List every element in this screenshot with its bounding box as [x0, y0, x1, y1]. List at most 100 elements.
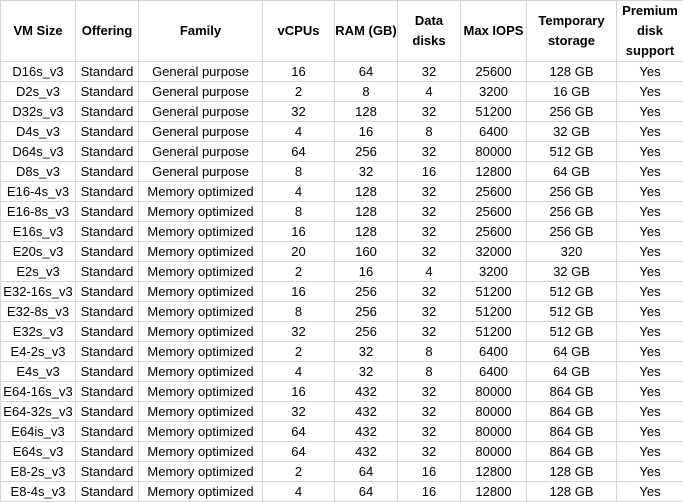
- cell-premium-disk-support[interactable]: Yes: [616, 101, 683, 122]
- cell-family[interactable]: Memory optimized: [138, 241, 263, 262]
- cell-ram[interactable]: 128: [334, 181, 398, 202]
- cell-premium-disk-support[interactable]: Yes: [616, 181, 683, 202]
- cell-temporary-storage[interactable]: 864 GB: [526, 381, 617, 402]
- cell-premium-disk-support[interactable]: Yes: [616, 321, 683, 342]
- cell-vm-size[interactable]: E8-4s_v3: [0, 481, 76, 502]
- cell-ram[interactable]: 256: [334, 321, 398, 342]
- table-row[interactable]: E32-8s_v3 Standard Memory optimized 8 256 32 5…: [0, 301, 683, 322]
- cell-data-disks[interactable]: 4: [397, 261, 461, 282]
- cell-offering[interactable]: Standard: [75, 381, 139, 402]
- cell-max-iops[interactable]: 12800: [460, 461, 527, 482]
- header-ram[interactable]: RAM (GB): [334, 0, 398, 62]
- cell-family[interactable]: Memory optimized: [138, 221, 263, 242]
- cell-data-disks[interactable]: 32: [397, 421, 461, 442]
- header-vm-size[interactable]: VM Size: [0, 0, 76, 62]
- cell-vm-size[interactable]: E8-2s_v3: [0, 461, 76, 482]
- cell-vcpus[interactable]: 16: [262, 61, 335, 82]
- cell-vm-size[interactable]: D16s_v3: [0, 61, 76, 82]
- cell-vcpus[interactable]: 16: [262, 381, 335, 402]
- table-row[interactable]: E64s_v3 Standard Memory optimized 64 432 32 80…: [0, 441, 683, 462]
- cell-ram[interactable]: 64: [334, 481, 398, 502]
- cell-max-iops[interactable]: 80000: [460, 441, 527, 462]
- header-offering[interactable]: Offering: [75, 0, 139, 62]
- cell-max-iops[interactable]: 3200: [460, 81, 527, 102]
- cell-data-disks[interactable]: 32: [397, 301, 461, 322]
- cell-max-iops[interactable]: 25600: [460, 221, 527, 242]
- cell-temporary-storage[interactable]: 256 GB: [526, 221, 617, 242]
- cell-offering[interactable]: Standard: [75, 401, 139, 422]
- cell-ram[interactable]: 128: [334, 101, 398, 122]
- cell-offering[interactable]: Standard: [75, 121, 139, 142]
- cell-max-iops[interactable]: 51200: [460, 281, 527, 302]
- cell-max-iops[interactable]: 51200: [460, 101, 527, 122]
- cell-data-disks[interactable]: 8: [397, 341, 461, 362]
- cell-premium-disk-support[interactable]: Yes: [616, 141, 683, 162]
- cell-family[interactable]: Memory optimized: [138, 461, 263, 482]
- cell-vcpus[interactable]: 2: [262, 461, 335, 482]
- cell-max-iops[interactable]: 6400: [460, 361, 527, 382]
- table-row[interactable]: E16-8s_v3 Standard Memory optimized 8 128 32 2…: [0, 201, 683, 222]
- cell-data-disks[interactable]: 32: [397, 141, 461, 162]
- cell-vm-size[interactable]: E32-8s_v3: [0, 301, 76, 322]
- table-row[interactable]: D32s_v3 Standard General purpose 32 128 32 512…: [0, 101, 683, 122]
- cell-temporary-storage[interactable]: 256 GB: [526, 201, 617, 222]
- cell-max-iops[interactable]: 6400: [460, 121, 527, 142]
- cell-vcpus[interactable]: 4: [262, 121, 335, 142]
- cell-max-iops[interactable]: 80000: [460, 141, 527, 162]
- cell-max-iops[interactable]: 12800: [460, 161, 527, 182]
- table-row[interactable]: E16-4s_v3 Standard Memory optimized 4 128 32 2…: [0, 181, 683, 202]
- cell-vcpus[interactable]: 2: [262, 341, 335, 362]
- cell-vcpus[interactable]: 64: [262, 421, 335, 442]
- cell-offering[interactable]: Standard: [75, 101, 139, 122]
- cell-temporary-storage[interactable]: 128 GB: [526, 481, 617, 502]
- cell-offering[interactable]: Standard: [75, 181, 139, 202]
- cell-family[interactable]: Memory optimized: [138, 421, 263, 442]
- cell-offering[interactable]: Standard: [75, 141, 139, 162]
- cell-offering[interactable]: Standard: [75, 281, 139, 302]
- cell-family[interactable]: Memory optimized: [138, 201, 263, 222]
- header-temporary-storage[interactable]: Temporary storage: [526, 0, 617, 62]
- cell-ram[interactable]: 64: [334, 461, 398, 482]
- header-family[interactable]: Family: [138, 0, 263, 62]
- cell-data-disks[interactable]: 32: [397, 281, 461, 302]
- cell-data-disks[interactable]: 32: [397, 181, 461, 202]
- cell-family[interactable]: General purpose: [138, 121, 263, 142]
- cell-offering[interactable]: Standard: [75, 361, 139, 382]
- cell-data-disks[interactable]: 32: [397, 201, 461, 222]
- cell-family[interactable]: Memory optimized: [138, 281, 263, 302]
- cell-temporary-storage[interactable]: 256 GB: [526, 101, 617, 122]
- cell-offering[interactable]: Standard: [75, 421, 139, 442]
- cell-vm-size[interactable]: E32s_v3: [0, 321, 76, 342]
- table-row[interactable]: E8-2s_v3 Standard Memory optimized 2 64 16 128…: [0, 461, 683, 482]
- cell-data-disks[interactable]: 16: [397, 461, 461, 482]
- cell-temporary-storage[interactable]: 320: [526, 241, 617, 262]
- cell-vm-size[interactable]: E64is_v3: [0, 421, 76, 442]
- table-row[interactable]: D4s_v3 Standard General purpose 4 16 8 6400 32 …: [0, 121, 683, 142]
- cell-data-disks[interactable]: 32: [397, 101, 461, 122]
- cell-offering[interactable]: Standard: [75, 161, 139, 182]
- cell-vcpus[interactable]: 32: [262, 401, 335, 422]
- table-row[interactable]: E20s_v3 Standard Memory optimized 20 160 32 32…: [0, 241, 683, 262]
- cell-family[interactable]: Memory optimized: [138, 361, 263, 382]
- cell-vm-size[interactable]: E32-16s_v3: [0, 281, 76, 302]
- cell-family[interactable]: Memory optimized: [138, 181, 263, 202]
- cell-ram[interactable]: 160: [334, 241, 398, 262]
- cell-offering[interactable]: Standard: [75, 201, 139, 222]
- cell-vm-size[interactable]: E4-2s_v3: [0, 341, 76, 362]
- cell-family[interactable]: General purpose: [138, 61, 263, 82]
- cell-data-disks[interactable]: 32: [397, 381, 461, 402]
- cell-family[interactable]: Memory optimized: [138, 481, 263, 502]
- cell-temporary-storage[interactable]: 864 GB: [526, 401, 617, 422]
- header-max-iops[interactable]: Max IOPS: [460, 0, 527, 62]
- header-data-disks[interactable]: Data disks: [397, 0, 461, 62]
- cell-vm-size[interactable]: E16-4s_v3: [0, 181, 76, 202]
- table-row[interactable]: E4-2s_v3 Standard Memory optimized 2 32 8 6400…: [0, 341, 683, 362]
- cell-premium-disk-support[interactable]: Yes: [616, 401, 683, 422]
- cell-premium-disk-support[interactable]: Yes: [616, 421, 683, 442]
- cell-temporary-storage[interactable]: 512 GB: [526, 301, 617, 322]
- cell-family[interactable]: General purpose: [138, 101, 263, 122]
- table-row[interactable]: E32s_v3 Standard Memory optimized 32 256 32 51…: [0, 321, 683, 342]
- cell-vm-size[interactable]: E64s_v3: [0, 441, 76, 462]
- cell-family[interactable]: General purpose: [138, 81, 263, 102]
- table-row[interactable]: E2s_v3 Standard Memory optimized 2 16 4 3200 32…: [0, 261, 683, 282]
